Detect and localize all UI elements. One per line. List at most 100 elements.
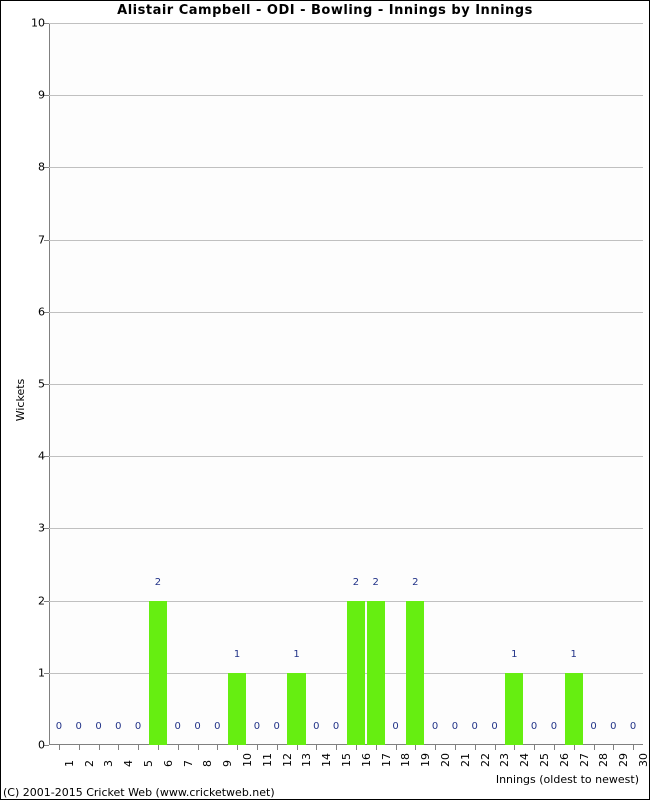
bar-value-label: 0 <box>95 721 101 732</box>
xtick-mark <box>495 745 496 750</box>
bar-value-label: 0 <box>254 721 260 732</box>
xtick-mark <box>574 745 575 750</box>
bar-value-label: 0 <box>531 721 537 732</box>
ytick-label: 10 <box>21 17 45 30</box>
xtick-mark <box>158 745 159 750</box>
chart-frame: Alistair Campbell - ODI - Bowling - Inni… <box>0 0 650 800</box>
gridline <box>49 384 643 385</box>
xtick-mark <box>594 745 595 750</box>
xtick-label: 5 <box>142 760 155 767</box>
xtick-mark <box>59 745 60 750</box>
bar <box>406 601 424 745</box>
ytick-label: 2 <box>21 594 45 607</box>
gridline <box>49 240 643 241</box>
bar <box>505 673 523 745</box>
xtick-label: 24 <box>518 753 531 767</box>
bar-value-label: 0 <box>214 721 220 732</box>
bar-value-label: 0 <box>175 721 181 732</box>
gridline <box>49 23 643 24</box>
xtick-label: 23 <box>498 753 511 767</box>
ytick-label: 8 <box>21 161 45 174</box>
x-axis-label: Innings (oldest to newest) <box>496 773 639 786</box>
bar <box>287 673 305 745</box>
xtick-label: 25 <box>538 753 551 767</box>
xtick-mark <box>475 745 476 750</box>
xtick-mark <box>435 745 436 750</box>
xtick-label: 21 <box>459 753 472 767</box>
xtick-label: 2 <box>83 760 96 767</box>
bar <box>149 601 167 745</box>
xtick-label: 1 <box>63 760 76 767</box>
bar-value-label: 0 <box>491 721 497 732</box>
gridline <box>49 167 643 168</box>
xtick-label: 13 <box>300 753 313 767</box>
xtick-mark <box>198 745 199 750</box>
xtick-mark <box>257 745 258 750</box>
xtick-label: 28 <box>597 753 610 767</box>
xtick-mark <box>138 745 139 750</box>
bar-value-label: 0 <box>551 721 557 732</box>
xtick-label: 15 <box>340 753 353 767</box>
bar-value-label: 0 <box>313 721 319 732</box>
bar-value-label: 1 <box>293 649 299 660</box>
gridline <box>49 95 643 96</box>
ytick-label: 9 <box>21 89 45 102</box>
xtick-mark <box>514 745 515 750</box>
xtick-mark <box>633 745 634 750</box>
ytick-label: 0 <box>21 739 45 752</box>
bar <box>347 601 365 745</box>
xtick-mark <box>79 745 80 750</box>
xtick-label: 3 <box>102 760 115 767</box>
bar-value-label: 0 <box>56 721 62 732</box>
xtick-mark <box>297 745 298 750</box>
bar-value-label: 2 <box>155 577 161 588</box>
ytick-label: 1 <box>21 666 45 679</box>
bar-value-label: 0 <box>630 721 636 732</box>
bar-value-label: 1 <box>571 649 577 660</box>
bar-value-label: 2 <box>373 577 379 588</box>
bar-value-label: 0 <box>472 721 478 732</box>
bar-value-label: 0 <box>333 721 339 732</box>
xtick-mark <box>336 745 337 750</box>
xtick-mark <box>178 745 179 750</box>
bar-value-label: 0 <box>432 721 438 732</box>
xtick-mark <box>455 745 456 750</box>
bar-value-label: 0 <box>135 721 141 732</box>
xtick-label: 8 <box>201 760 214 767</box>
bar-value-label: 0 <box>452 721 458 732</box>
xtick-mark <box>99 745 100 750</box>
xtick-mark <box>316 745 317 750</box>
bar <box>565 673 583 745</box>
copyright-footer: (C) 2001-2015 Cricket Web (www.cricketwe… <box>3 786 275 799</box>
bar <box>367 601 385 745</box>
xtick-label: 4 <box>122 760 135 767</box>
xtick-mark <box>376 745 377 750</box>
xtick-mark <box>396 745 397 750</box>
xtick-label: 12 <box>281 753 294 767</box>
gridline <box>49 528 643 529</box>
xtick-label: 14 <box>320 753 333 767</box>
bar-value-label: 2 <box>412 577 418 588</box>
xtick-label: 30 <box>637 753 650 767</box>
xtick-mark <box>217 745 218 750</box>
xtick-label: 10 <box>241 753 254 767</box>
xtick-mark <box>118 745 119 750</box>
plot-area: 000002000100100220200001001000 <box>49 23 643 745</box>
xtick-label: 6 <box>162 760 175 767</box>
xtick-label: 26 <box>558 753 571 767</box>
chart-title: Alistair Campbell - ODI - Bowling - Inni… <box>1 3 649 18</box>
ytick-label: 3 <box>21 522 45 535</box>
bar-value-label: 1 <box>234 649 240 660</box>
xtick-label: 16 <box>360 753 373 767</box>
xtick-label: 29 <box>617 753 630 767</box>
bar-value-label: 0 <box>274 721 280 732</box>
bar-value-label: 0 <box>392 721 398 732</box>
xtick-mark <box>554 745 555 750</box>
xtick-label: 27 <box>578 753 591 767</box>
xtick-label: 17 <box>380 753 393 767</box>
xtick-mark <box>613 745 614 750</box>
xtick-mark <box>415 745 416 750</box>
gridline <box>49 456 643 457</box>
xtick-mark <box>277 745 278 750</box>
ytick-label: 7 <box>21 233 45 246</box>
